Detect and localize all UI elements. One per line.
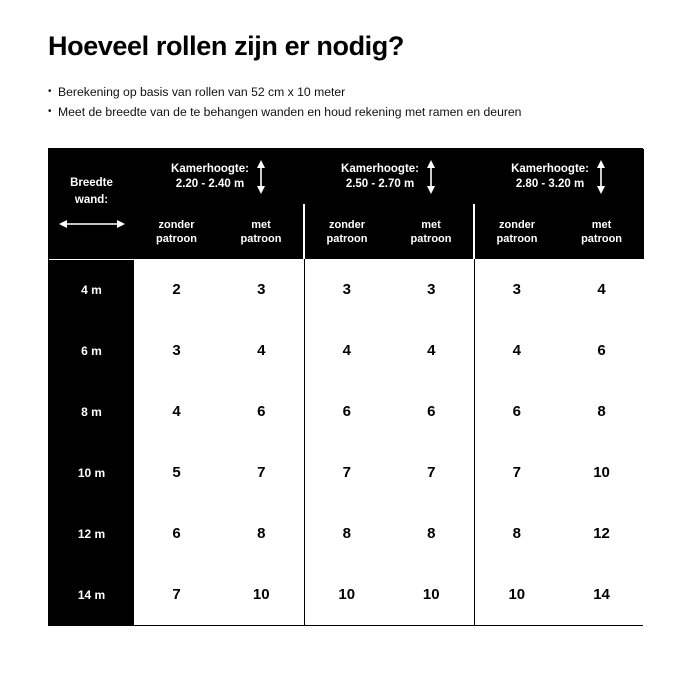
table-cell: 6 xyxy=(219,381,305,442)
table-cell: 10 xyxy=(219,564,305,625)
rolls-table: Breedte wand: xyxy=(49,149,645,625)
subheader-line1: met xyxy=(251,218,271,231)
row-header-width: 8 m xyxy=(49,381,134,442)
subheader-line2: patroon xyxy=(496,232,538,245)
corner-label-line1: Breedte xyxy=(70,177,113,190)
group-range-1: 2.20 - 2.40 m xyxy=(175,177,245,190)
table-cell: 12 xyxy=(559,503,645,564)
table-cell: 3 xyxy=(474,259,560,320)
bullet-marker-icon: • xyxy=(48,86,52,97)
subheader-line2: patroon xyxy=(581,232,623,245)
subheader-met-patroon-2: met patroon xyxy=(389,204,476,259)
bullet-list: • Berekening op basis van rollen van 52 … xyxy=(48,82,648,122)
column-group-header-3: Kamerhoogte: 2.80 - 3.20 m xyxy=(474,149,645,204)
group-label-3: Kamerhoogte: xyxy=(511,162,590,175)
table-cell: 4 xyxy=(389,320,475,381)
corner-label-line2: wand: xyxy=(74,194,109,207)
row-header-width: 12 m xyxy=(49,503,134,564)
table-cell: 4 xyxy=(134,381,219,442)
subheader-line1: zonder xyxy=(328,218,366,231)
table-cell: 8 xyxy=(304,503,390,564)
column-group-header-2: Kamerhoogte: 2.50 - 2.70 m xyxy=(304,149,475,204)
table-cell: 10 xyxy=(389,564,475,625)
table-cell: 4 xyxy=(474,320,560,381)
subheader-line2: patroon xyxy=(240,232,282,245)
table-row: 8 m 4 6 6 6 6 8 xyxy=(49,381,645,442)
table-cell: 7 xyxy=(389,442,475,503)
table-cell: 8 xyxy=(219,503,305,564)
row-header-width: 4 m xyxy=(49,258,134,320)
group-range-2: 2.50 - 2.70 m xyxy=(345,177,415,190)
page-title: Hoeveel rollen zijn er nodig? xyxy=(48,31,404,61)
subheader-zonder-patroon-1: zonder patroon xyxy=(134,204,219,259)
group-range-3: 2.80 - 3.20 m xyxy=(515,177,585,190)
table-cell: 10 xyxy=(304,564,390,625)
table-cell: 4 xyxy=(559,259,645,320)
subheader-met-patroon-3: met patroon xyxy=(559,204,645,259)
rolls-table-container: Breedte wand: xyxy=(48,148,645,626)
table-cell: 10 xyxy=(559,442,645,503)
bullet-text: Berekening op basis van rollen van 52 cm… xyxy=(58,85,346,99)
table-cell: 7 xyxy=(219,442,305,503)
subheader-line1: zonder xyxy=(158,218,195,231)
table-cell: 2 xyxy=(134,259,219,320)
subheader-line1: met xyxy=(421,218,441,231)
table-row: 4 m 2 3 3 3 3 4 xyxy=(49,258,645,320)
vertical-double-arrow-icon xyxy=(255,159,267,194)
table-cell: 8 xyxy=(474,503,560,564)
table-cell: 5 xyxy=(134,442,219,503)
vertical-double-arrow-icon xyxy=(595,159,607,194)
table-cell: 14 xyxy=(559,564,645,625)
group-label-2: Kamerhoogte: xyxy=(341,162,419,175)
table-cell: 6 xyxy=(474,381,560,442)
table-cell: 10 xyxy=(474,564,560,625)
table-cell: 7 xyxy=(474,442,560,503)
table-cell: 3 xyxy=(219,259,305,320)
column-group-header-1: Kamerhoogte: 2.20 - 2.40 m xyxy=(134,149,305,204)
subheader-line1: zonder xyxy=(499,218,536,231)
table-cell: 7 xyxy=(134,564,219,625)
table-cell: 6 xyxy=(559,320,645,381)
table-row: 6 m 3 4 4 4 4 6 xyxy=(49,320,645,381)
table-cell: 8 xyxy=(559,381,645,442)
group-label-1: Kamerhoogte: xyxy=(171,162,249,175)
table-cell: 3 xyxy=(389,259,475,320)
subheader-zonder-patroon-3: zonder patroon xyxy=(474,204,560,259)
bullet-text: Meet de breedte van de te behangen wande… xyxy=(58,105,522,119)
table-row: 14 m 7 10 10 10 10 14 xyxy=(49,564,645,625)
subheader-zonder-patroon-2: zonder patroon xyxy=(304,204,390,259)
table-cell: 4 xyxy=(304,320,390,381)
list-item: • Berekening op basis van rollen van 52 … xyxy=(48,82,648,102)
subheader-line2: patroon xyxy=(326,232,368,245)
row-header-width: 6 m xyxy=(49,320,134,381)
table-cell: 6 xyxy=(134,503,219,564)
table-cell: 6 xyxy=(304,381,390,442)
table-cell: 4 xyxy=(219,320,305,381)
horizontal-double-arrow-icon xyxy=(58,217,125,231)
table-cell: 8 xyxy=(389,503,475,564)
row-header-width: 14 m xyxy=(49,564,134,625)
table-cell: 3 xyxy=(134,320,219,381)
subheader-line2: patroon xyxy=(156,232,197,245)
table-row: 12 m 6 8 8 8 8 12 xyxy=(49,503,645,564)
table-cell: 7 xyxy=(304,442,390,503)
subheader-line2: patroon xyxy=(410,232,452,245)
subheader-line1: met xyxy=(591,218,612,231)
corner-header-breedte-wand: Breedte wand: xyxy=(49,149,134,259)
bullet-marker-icon: • xyxy=(48,106,52,117)
vertical-double-arrow-icon xyxy=(425,159,437,194)
table-header-sub-row: zonder patroon met patroon zonder patroo… xyxy=(49,204,645,259)
table-row: 10 m 5 7 7 7 7 10 xyxy=(49,442,645,503)
table-header-group-row: Breedte wand: xyxy=(49,149,645,259)
table-cell: 3 xyxy=(304,259,390,320)
table-cell: 6 xyxy=(389,381,475,442)
list-item: • Meet de breedte van de te behangen wan… xyxy=(48,102,648,122)
row-header-width: 10 m xyxy=(49,442,134,503)
subheader-met-patroon-1: met patroon xyxy=(219,204,306,259)
